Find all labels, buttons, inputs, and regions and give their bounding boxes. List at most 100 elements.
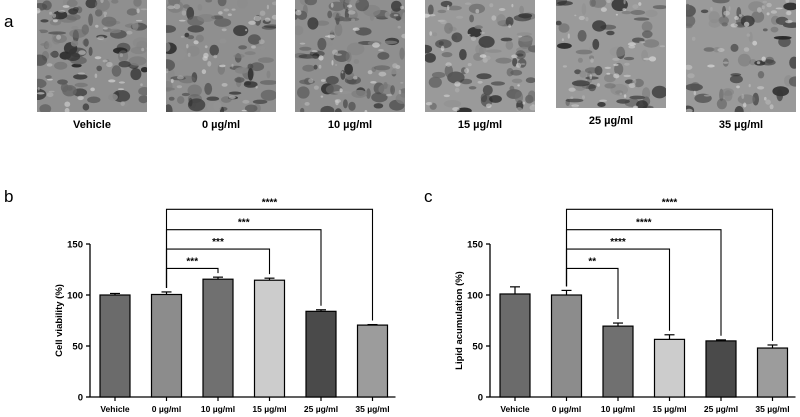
micro-cell bbox=[636, 100, 648, 108]
micro-cell bbox=[597, 102, 606, 107]
micro-cell bbox=[482, 85, 493, 96]
micro-cell bbox=[266, 70, 271, 79]
micro-highlight bbox=[425, 102, 433, 106]
viability-x-tick-label: Vehicle bbox=[100, 404, 130, 414]
micro-cell bbox=[252, 99, 268, 105]
microscopy-label-10: 10 µg/ml bbox=[327, 119, 373, 131]
micro-highlight bbox=[136, 8, 140, 14]
micro-highlight bbox=[638, 2, 642, 6]
viability-bar bbox=[202, 278, 234, 398]
micro-cell bbox=[217, 0, 227, 7]
micro-highlight bbox=[64, 107, 70, 112]
micro-cell bbox=[344, 63, 353, 75]
micro-highlight bbox=[176, 75, 184, 80]
micro-highlight bbox=[486, 103, 492, 109]
micro-highlight bbox=[221, 83, 228, 87]
micro-cell bbox=[237, 0, 248, 9]
micro-cell bbox=[686, 3, 690, 11]
micro-highlight bbox=[687, 73, 695, 79]
micro-highlight bbox=[207, 61, 212, 67]
micro-highlight bbox=[730, 23, 738, 28]
micro-highlight bbox=[520, 63, 526, 65]
micro-cell bbox=[177, 96, 185, 104]
micro-highlight bbox=[743, 102, 747, 108]
micro-cell bbox=[776, 89, 784, 102]
micro-cell bbox=[69, 29, 87, 38]
micro-highlight bbox=[178, 19, 186, 22]
micro-highlight bbox=[77, 95, 84, 101]
micro-highlight bbox=[141, 47, 145, 52]
micro-highlight bbox=[37, 92, 45, 95]
micro-highlight bbox=[703, 94, 711, 97]
micro-cell bbox=[247, 34, 261, 45]
micro-highlight bbox=[97, 36, 105, 40]
micro-cell bbox=[130, 68, 142, 81]
micro-cell bbox=[74, 82, 88, 88]
micro-cell bbox=[88, 46, 93, 57]
micro-cell bbox=[373, 65, 391, 71]
micro-cell bbox=[71, 26, 79, 30]
micro-cell bbox=[263, 24, 276, 29]
viability-y-tick-label: 50 bbox=[72, 342, 83, 353]
micro-highlight bbox=[352, 27, 360, 31]
micro-highlight bbox=[295, 10, 302, 16]
micro-highlight bbox=[639, 41, 646, 44]
micro-highlight bbox=[597, 83, 600, 87]
micro-cell bbox=[48, 31, 67, 35]
panel-c-letter: c bbox=[424, 187, 433, 206]
lipid-bar bbox=[756, 347, 789, 398]
micro-cell bbox=[383, 82, 388, 89]
micro-highlight bbox=[691, 36, 696, 41]
micro-cell bbox=[62, 85, 77, 97]
micro-cell bbox=[456, 107, 472, 112]
micro-cell bbox=[609, 46, 626, 57]
micro-cell bbox=[686, 23, 693, 29]
micro-highlight bbox=[707, 64, 715, 68]
micro-cell bbox=[235, 76, 242, 88]
micro-cell bbox=[703, 47, 715, 52]
micro-highlight bbox=[397, 25, 401, 29]
micro-cell bbox=[244, 51, 256, 56]
micro-highlight bbox=[615, 13, 618, 16]
micro-cell bbox=[71, 63, 82, 68]
micro-cell bbox=[132, 20, 139, 31]
micro-highlight bbox=[241, 109, 247, 112]
micro-highlight bbox=[385, 93, 393, 97]
micro-cell bbox=[317, 37, 327, 51]
micro-highlight bbox=[259, 10, 266, 16]
micro-highlight bbox=[445, 62, 452, 67]
micro-highlight bbox=[77, 72, 85, 75]
micro-highlight bbox=[193, 40, 199, 45]
micro-cell bbox=[183, 4, 190, 9]
micro-cell bbox=[425, 53, 436, 63]
micro-cell bbox=[111, 65, 122, 77]
micro-highlight bbox=[761, 5, 765, 10]
micro-highlight bbox=[347, 4, 353, 8]
micro-highlight bbox=[480, 31, 485, 34]
micro-highlight bbox=[624, 62, 630, 66]
micro-cell bbox=[515, 50, 526, 60]
micro-cell bbox=[295, 98, 302, 109]
micro-cell bbox=[166, 59, 175, 72]
micro-cell bbox=[206, 96, 220, 101]
micro-cell bbox=[187, 25, 205, 33]
micro-highlight bbox=[320, 79, 326, 82]
micro-cell bbox=[500, 37, 513, 42]
micro-cell bbox=[244, 81, 252, 86]
micro-highlight bbox=[738, 14, 742, 17]
micro-cell bbox=[577, 57, 583, 63]
micro-highlight bbox=[632, 4, 639, 9]
micro-highlight bbox=[108, 79, 116, 83]
micro-highlight bbox=[120, 101, 125, 106]
micro-cell bbox=[355, 0, 369, 12]
micro-cell bbox=[783, 2, 796, 11]
micro-cell bbox=[616, 99, 630, 104]
micro-cell bbox=[186, 6, 195, 20]
micro-highlight bbox=[327, 34, 335, 39]
micro-highlight bbox=[585, 17, 589, 22]
micro-cell bbox=[579, 70, 587, 78]
micro-cell bbox=[588, 46, 595, 54]
micro-highlight bbox=[181, 10, 187, 16]
micro-highlight bbox=[440, 19, 447, 25]
micro-highlight bbox=[757, 7, 762, 13]
